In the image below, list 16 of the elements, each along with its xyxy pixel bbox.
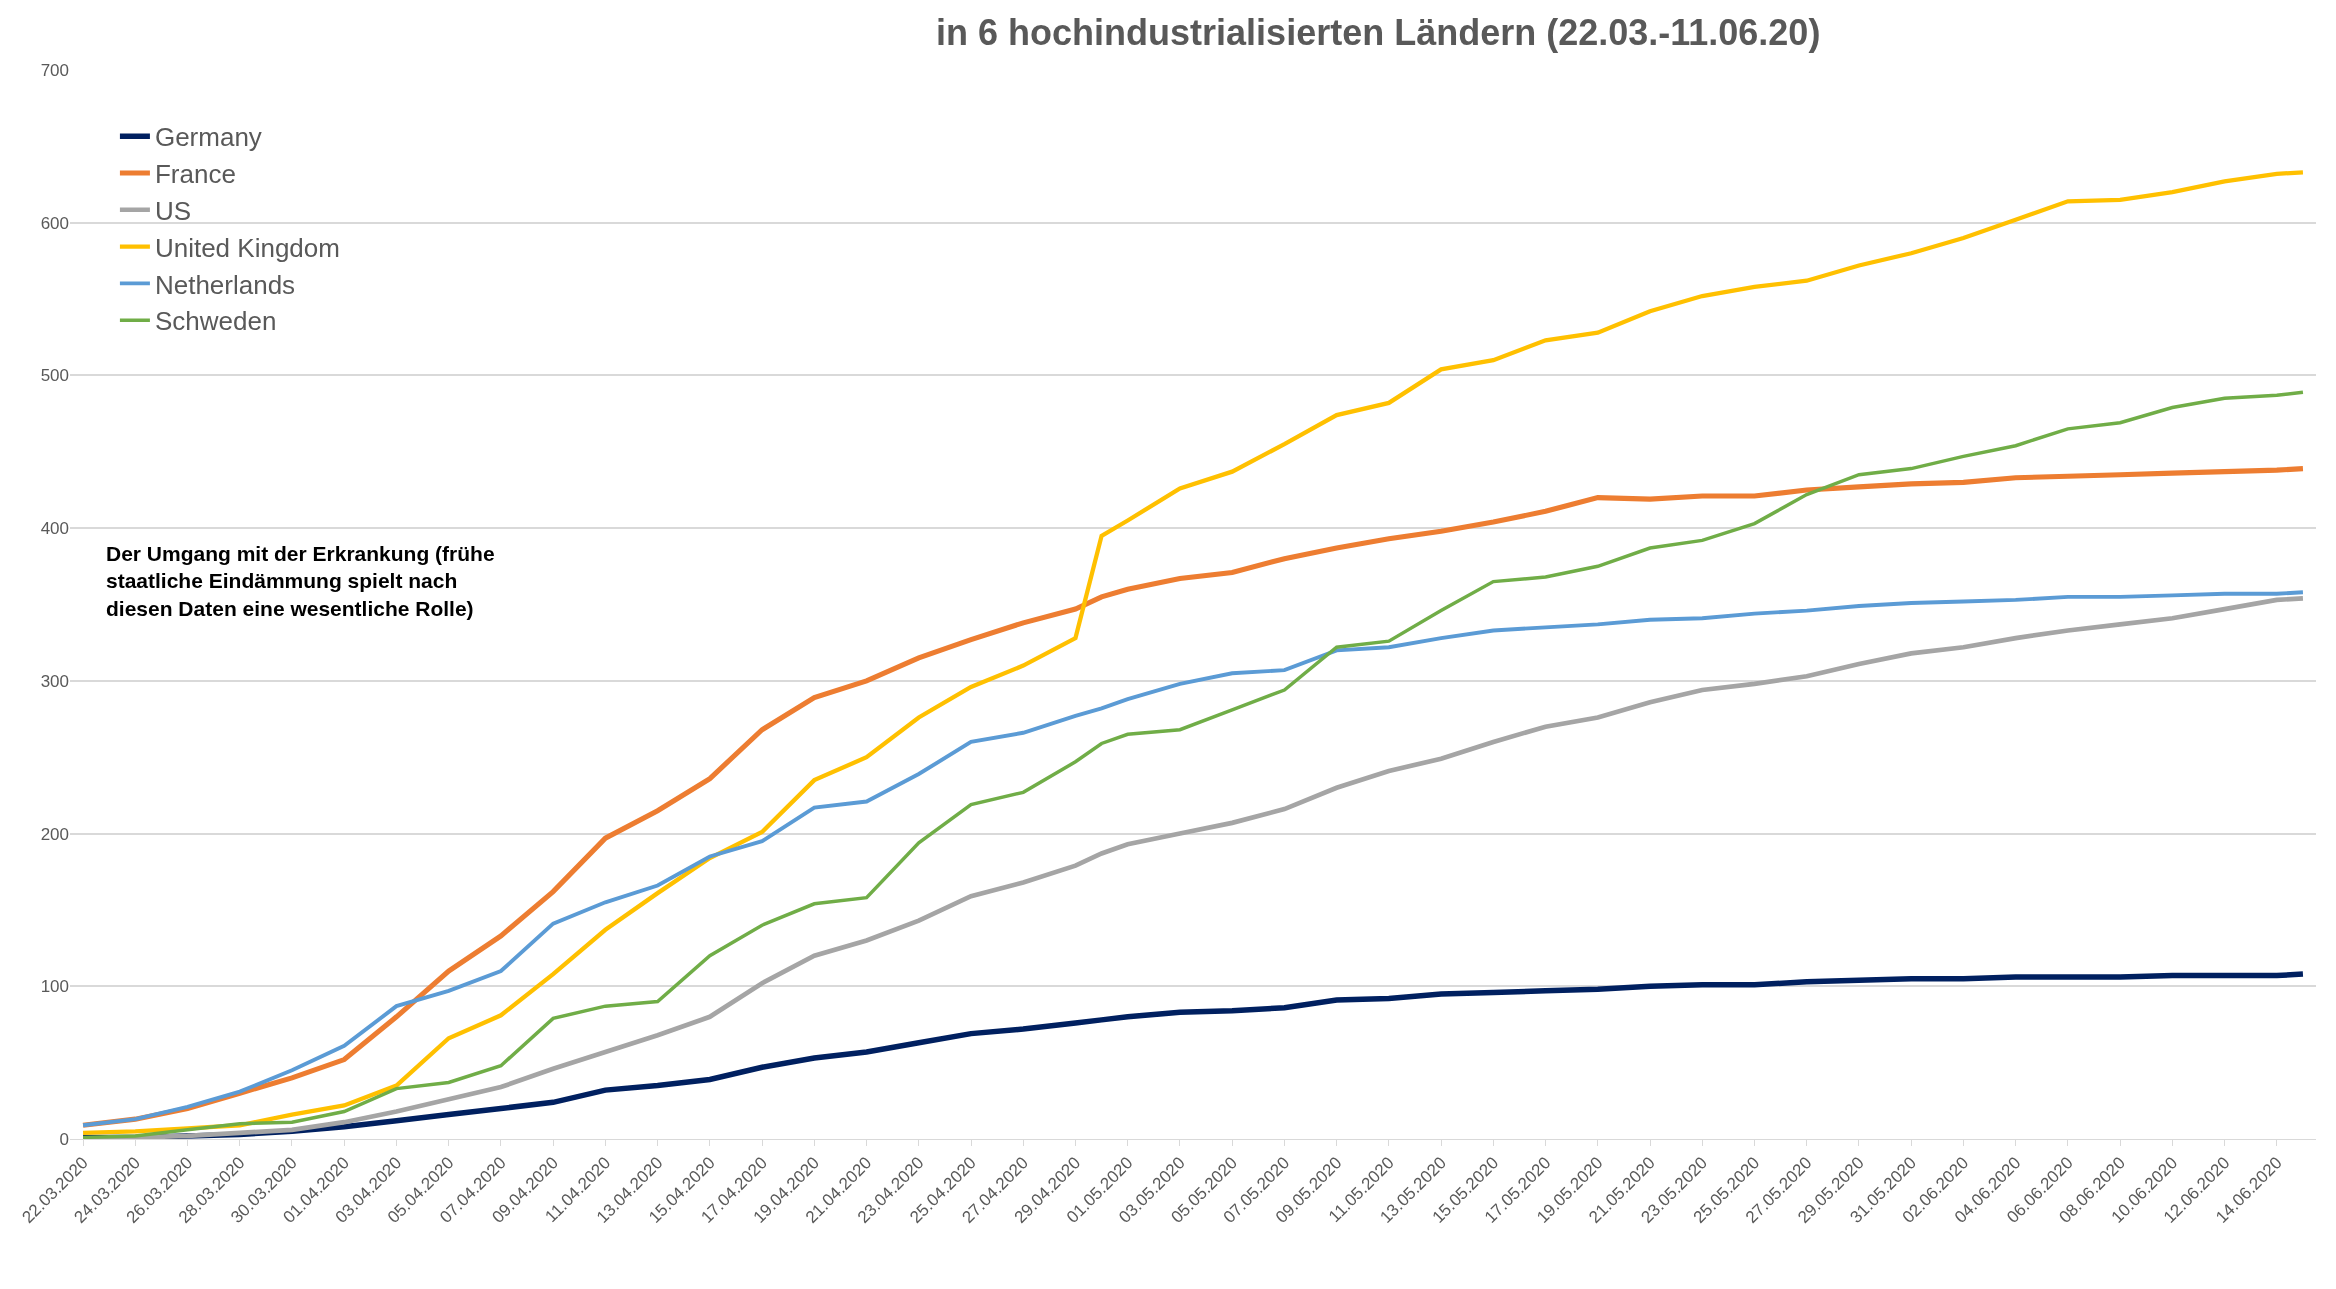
y-tick-label: 100 bbox=[40, 977, 69, 997]
y-tick-label: 200 bbox=[40, 824, 69, 844]
annotation: Der Umgang mit der Erkrankung (frühe staatliche Eindämmung spielt nach diesen Daten eine wesentliche Rolle) bbox=[106, 542, 495, 620]
y-tick-label: 600 bbox=[40, 213, 69, 233]
y-tick-label: 400 bbox=[40, 519, 69, 539]
legend-label: France bbox=[154, 159, 236, 190]
legend-label: US bbox=[154, 195, 192, 226]
legend-label: Germany bbox=[154, 122, 262, 153]
y-tick-label: 500 bbox=[40, 366, 69, 386]
legend-label: United Kingdom bbox=[154, 232, 340, 263]
chart-title: in 6 hochindustrialisierten Ländern (22.03.-11.06.20) bbox=[936, 11, 1821, 53]
y-tick-label: 700 bbox=[40, 60, 69, 80]
legend-label: Schweden bbox=[154, 306, 277, 337]
y-tick-label: 0 bbox=[59, 1129, 69, 1149]
y-tick-label: 300 bbox=[40, 671, 69, 691]
legend-label: Netherlands bbox=[154, 269, 296, 300]
